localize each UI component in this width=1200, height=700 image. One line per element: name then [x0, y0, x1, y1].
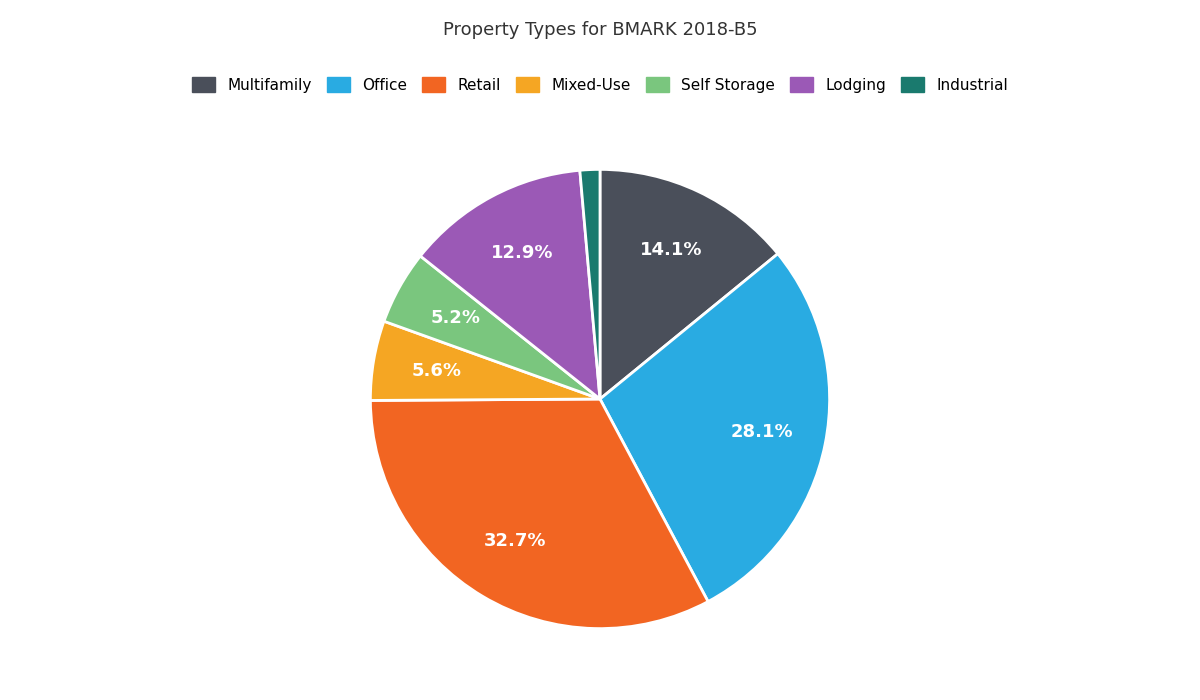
Text: 12.9%: 12.9% — [491, 244, 553, 262]
Legend: Multifamily, Office, Retail, Mixed-Use, Self Storage, Lodging, Industrial: Multifamily, Office, Retail, Mixed-Use, … — [186, 71, 1014, 99]
Text: 32.7%: 32.7% — [484, 532, 547, 550]
Text: 5.2%: 5.2% — [431, 309, 481, 328]
Text: 5.6%: 5.6% — [412, 362, 462, 380]
Wedge shape — [600, 169, 778, 399]
Wedge shape — [580, 169, 600, 399]
Text: 28.1%: 28.1% — [731, 423, 793, 440]
Wedge shape — [371, 399, 708, 629]
Wedge shape — [384, 256, 600, 399]
Text: Property Types for BMARK 2018-B5: Property Types for BMARK 2018-B5 — [443, 21, 757, 39]
Text: 14.1%: 14.1% — [640, 241, 702, 258]
Wedge shape — [371, 321, 600, 400]
Wedge shape — [420, 170, 600, 399]
Wedge shape — [600, 254, 829, 601]
